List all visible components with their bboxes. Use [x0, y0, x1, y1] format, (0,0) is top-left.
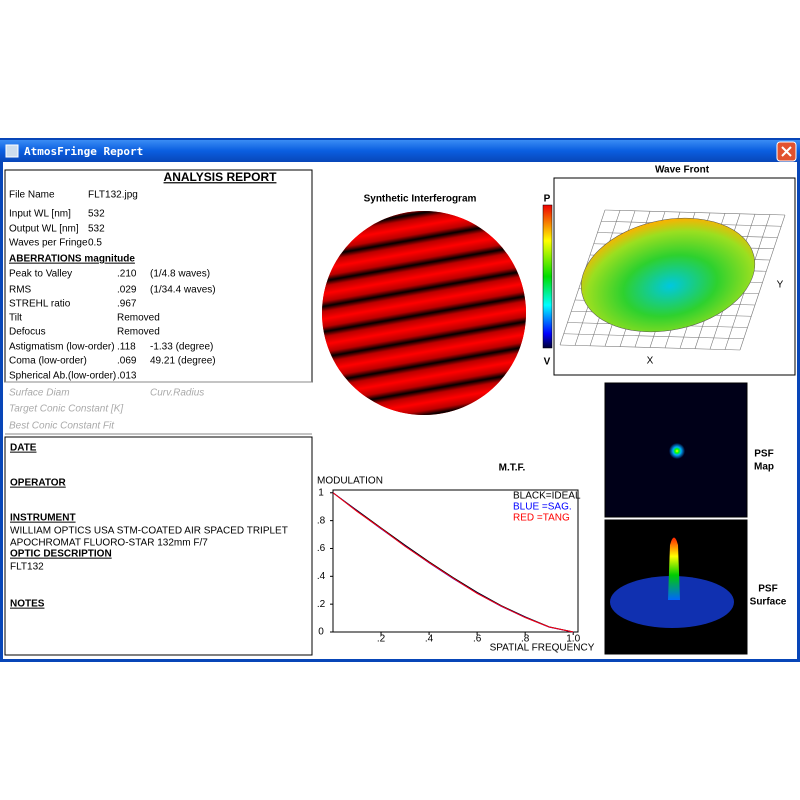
disabled-field: Surface Diam — [9, 388, 70, 399]
y-tick-label: .2 — [317, 599, 326, 610]
notes-text: FLT132 — [10, 562, 44, 573]
report-field: Input WL [nm] — [9, 209, 71, 220]
report-field: (1/4.8 waves) — [150, 269, 210, 280]
psf-peak — [668, 537, 680, 600]
report-field: Removed — [117, 313, 160, 324]
report-field: STREHL ratio — [9, 299, 71, 310]
y-axis-label: MODULATION — [317, 476, 383, 487]
y-tick-label: 0 — [318, 627, 324, 638]
y-tick-label: .8 — [317, 515, 326, 526]
legend-entry: BLACK=IDEAL — [513, 491, 581, 502]
x-tick-label: .8 — [521, 634, 530, 645]
notes-heading: OPERATOR — [10, 478, 67, 489]
legend-entry: RED =TANG — [513, 513, 570, 524]
close-icon — [781, 146, 792, 157]
report-field: 532 — [88, 209, 105, 220]
title-bar — [0, 140, 800, 162]
report-field: Removed — [117, 327, 160, 338]
report-field: Coma (low-order) — [9, 356, 87, 367]
panel-label: PSF — [754, 449, 773, 460]
x-axis-label: SPATIAL FREQUENCY — [490, 643, 595, 654]
report-field: Spherical Ab.(low-order) — [9, 371, 116, 382]
report-field: .118 — [117, 342, 136, 353]
disabled-field: Target Conic Constant [K] — [9, 404, 123, 415]
report-field: File Name — [9, 190, 55, 201]
x-tick-label: 1.0 — [566, 634, 580, 645]
report-field: Defocus — [9, 327, 46, 338]
report-field: 49.21 (degree) — [150, 356, 216, 367]
notes-box — [4, 436, 313, 656]
report-field: .210 — [117, 269, 137, 280]
disabled-field: Curv.Radius — [150, 388, 204, 399]
report-field: .013 — [117, 371, 137, 382]
psf-base — [610, 576, 734, 628]
report-field: Waves per Fringe — [9, 238, 88, 249]
panel-title: Wave Front — [655, 165, 710, 176]
grid — [739, 214, 786, 351]
notes-text: WILLIAM OPTICS USA STM-COATED AIR SPACED… — [10, 526, 288, 537]
report-field: .967 — [117, 299, 137, 310]
x-tick-label: .4 — [425, 634, 434, 645]
grid — [604, 209, 786, 216]
bar-label: P — [544, 194, 551, 205]
panel-title: Synthetic Interferogram — [364, 194, 477, 205]
window-title: AtmosFringe Report — [24, 145, 143, 158]
report-field: 532 — [88, 224, 105, 235]
report-field: (1/34.4 waves) — [150, 285, 216, 296]
disabled-field: Best Conic Constant Fit — [9, 421, 115, 432]
section-title: ABERRATIONS magnitude — [9, 254, 135, 265]
x-tick-label: .2 — [377, 634, 386, 645]
notes-heading: INSTRUMENT — [10, 513, 76, 524]
panel-label: PSF — [758, 584, 777, 595]
axis-label: Y — [777, 280, 784, 291]
color-bar — [542, 204, 553, 349]
y-tick-label: 1 — [318, 487, 324, 498]
chart-title: M.T.F. — [499, 463, 526, 474]
psf-spot — [669, 443, 685, 459]
report-field: Tilt — [9, 313, 22, 324]
plot-frame — [332, 489, 579, 633]
mtf-line — [332, 492, 574, 633]
notes-heading: NOTES — [10, 599, 45, 610]
y-tick-label: .6 — [317, 543, 326, 554]
notes-text: APOCHROMAT FLUORO-STAR 132mm F/7 — [10, 538, 208, 549]
x-tick-label: .6 — [473, 634, 482, 645]
report-field: .029 — [117, 285, 137, 296]
bar-label: V — [544, 357, 551, 368]
report-field: 0.5 — [88, 238, 102, 249]
report-field: Output WL [nm] — [9, 224, 79, 235]
notes-heading: OPTIC DESCRIPTION — [10, 549, 112, 560]
axis-label: X — [647, 356, 654, 367]
notes-heading: DATE — [10, 443, 37, 454]
report-field: RMS — [9, 285, 32, 296]
report-field: -1.33 (degree) — [150, 342, 213, 353]
report-field: Astigmatism (low-order) — [9, 342, 115, 353]
report-field: Peak to Valley — [9, 269, 72, 280]
app-icon — [5, 144, 19, 158]
panel-label: Surface — [750, 597, 787, 608]
legend-entry: BLUE =SAG. — [513, 502, 572, 513]
report-title: ANALYSIS REPORT — [164, 170, 278, 184]
report-field: .069 — [117, 356, 137, 367]
y-tick-label: .4 — [317, 571, 326, 582]
wavefront-surface — [580, 217, 756, 333]
panel-label: Map — [754, 462, 774, 473]
fringes — [322, 211, 526, 415]
report-field: FLT132.jpg — [88, 190, 138, 201]
